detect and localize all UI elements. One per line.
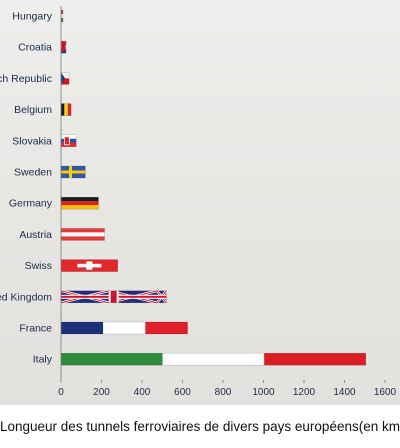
category-label: Sweden: [14, 167, 52, 179]
bar-slovakia: [60, 134, 77, 148]
category-label: France: [19, 323, 52, 335]
bar-belgium: [60, 103, 72, 116]
chart-svg: Hungary Croatia Czech Republic Belgium Slova…: [0, 6, 397, 398]
bar-germany: [60, 196, 99, 210]
category-label: Hungary: [12, 11, 52, 23]
x-tick-label: 400: [134, 387, 151, 398]
bar-france: [60, 321, 188, 335]
x-tick-label: 200: [93, 387, 110, 398]
bar-czech: [60, 72, 70, 85]
x-tick-label: 1000: [252, 387, 275, 398]
category-label: Italy: [33, 354, 53, 366]
category-label: Germany: [9, 198, 53, 210]
x-tick-label: 1200: [293, 387, 316, 398]
x-tick-label: 800: [215, 387, 232, 398]
category-label: Austria: [19, 229, 52, 241]
chart-figure: Hungary Croatia Czech Republic Belgium Slova…: [0, 0, 400, 405]
figure-caption: Longueur des tunnels ferroviaires de div…: [0, 405, 400, 448]
category-label: Slovakia: [12, 135, 52, 147]
category-label: Czech Republic: [0, 73, 52, 85]
x-tick-label: 1600: [374, 387, 397, 398]
bar-swiss: [60, 259, 118, 272]
category-label: United Kingdom: [0, 291, 52, 303]
category-label: Swiss: [25, 260, 52, 272]
bar-sweden: [60, 165, 86, 179]
bar-italy: [60, 352, 367, 366]
bar-croatia: [60, 40, 67, 54]
category-label: Croatia: [18, 42, 52, 54]
x-tick-label: 0: [58, 387, 64, 398]
x-tick-label: 600: [174, 387, 191, 398]
bar-uk: [60, 289, 168, 305]
x-tick-label: 1400: [333, 387, 356, 398]
bar-austria: [60, 228, 105, 241]
category-label: Belgium: [14, 104, 52, 116]
